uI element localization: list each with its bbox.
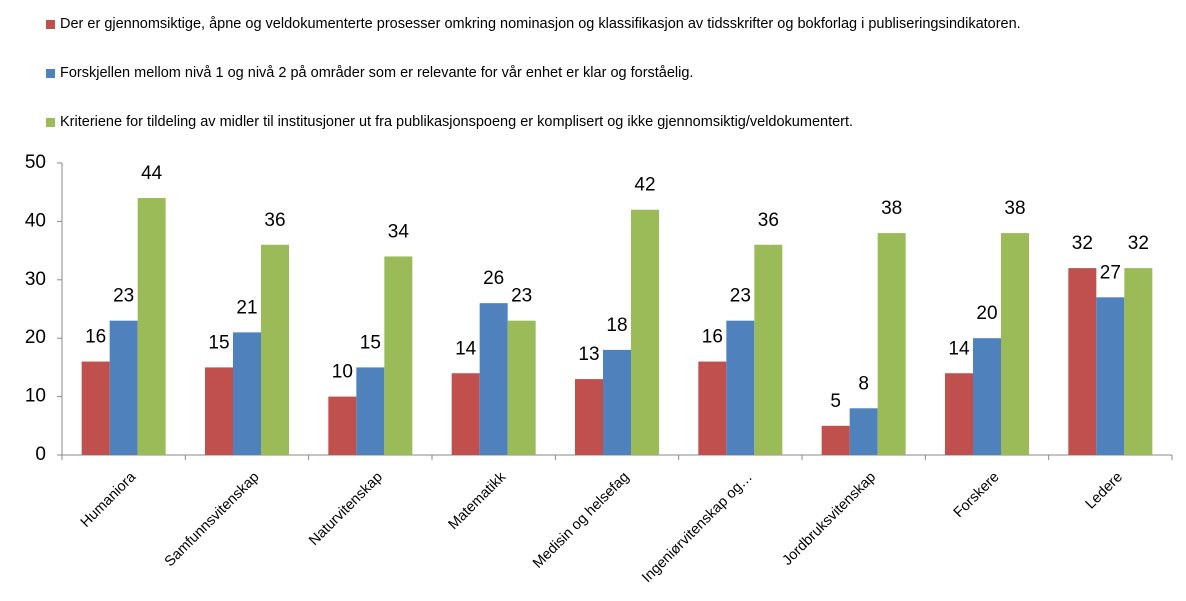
bar [81, 361, 110, 455]
data-label: 44 [141, 163, 163, 184]
x-tick-label: Medisin og helsefag [530, 469, 633, 572]
data-label: 27 [1100, 262, 1121, 283]
y-tick-label: 40 [25, 210, 46, 231]
bar [233, 332, 261, 455]
legend-item: Der er gjennomsiktige, åpne og veldokume… [46, 14, 1021, 35]
x-tick-label: Naturvitenskap [306, 469, 386, 549]
data-label: 32 [1072, 233, 1093, 254]
bar [631, 209, 659, 455]
data-label: 34 [388, 221, 410, 242]
legend-swatch [46, 69, 55, 78]
data-label: 18 [606, 315, 627, 336]
bar [945, 373, 973, 455]
data-label: 14 [455, 338, 477, 359]
x-tick-label: Ledere [1083, 469, 1126, 512]
data-label: 32 [1128, 233, 1149, 254]
legend-swatch [46, 20, 55, 29]
bar [261, 244, 289, 455]
legend-item: Kriteriene for tildeling av midler til i… [46, 112, 853, 133]
legend-swatch [46, 118, 55, 127]
legend-label: Kriteriene for tildeling av midler til i… [60, 114, 854, 130]
data-label: 23 [511, 286, 532, 307]
y-tick-label: 10 [25, 386, 46, 407]
data-label: 16 [702, 327, 723, 348]
data-label: 36 [264, 210, 285, 231]
bar [356, 367, 385, 455]
data-label: 38 [1004, 198, 1025, 219]
bar [384, 256, 413, 455]
bar [973, 338, 1001, 455]
bar [575, 379, 603, 455]
x-tick-label: Humaniora [78, 469, 140, 531]
y-tick-label: 30 [25, 269, 46, 290]
data-label: 5 [830, 391, 841, 412]
bar [1096, 297, 1125, 455]
bar [821, 425, 850, 455]
bar [451, 373, 480, 455]
legend-label: Forskjellen mellom nivå 1 og nivå 2 på o… [60, 65, 694, 81]
bar [726, 320, 755, 455]
bar [479, 303, 508, 455]
bar [698, 361, 727, 455]
data-label: 26 [483, 268, 504, 289]
data-label: 38 [881, 198, 902, 219]
x-tick-label: Matematikk [445, 469, 509, 533]
data-label: 20 [976, 303, 997, 324]
bar [754, 244, 783, 455]
y-tick-label: 20 [25, 327, 46, 348]
data-label: 42 [634, 175, 655, 196]
bar [603, 349, 631, 455]
bar [109, 320, 138, 455]
data-label: 16 [85, 327, 106, 348]
bar [205, 367, 233, 455]
data-label: 15 [360, 332, 381, 353]
bar [137, 198, 166, 456]
legend-label: Der er gjennomsiktige, åpne og veldokume… [60, 16, 1021, 32]
bar [507, 320, 536, 455]
data-label: 23 [113, 286, 134, 307]
bar [1068, 268, 1097, 455]
bar [328, 396, 357, 455]
legend-item: Forskjellen mellom nivå 1 og nivå 2 på o… [46, 63, 693, 84]
bar [1124, 268, 1153, 455]
x-tick-label: Forskere [951, 469, 1003, 521]
x-tick-label: Ingeniørvitenskap og… [639, 469, 756, 586]
y-tick-label: 50 [25, 152, 46, 173]
data-label: 23 [730, 286, 751, 307]
data-label: 10 [332, 362, 353, 383]
y-tick-label: 0 [35, 444, 46, 465]
bar [849, 408, 878, 455]
data-label: 15 [208, 332, 229, 353]
data-label: 14 [948, 338, 970, 359]
bar [877, 233, 906, 455]
x-tick-label: Jordbruksvitenskap [780, 469, 880, 569]
data-label: 13 [578, 344, 599, 365]
data-label: 36 [758, 210, 779, 231]
data-label: 8 [858, 373, 869, 394]
data-label: 21 [236, 297, 257, 318]
bar [1001, 233, 1029, 455]
x-tick-label: Samfunnsvitenskap [162, 469, 263, 570]
